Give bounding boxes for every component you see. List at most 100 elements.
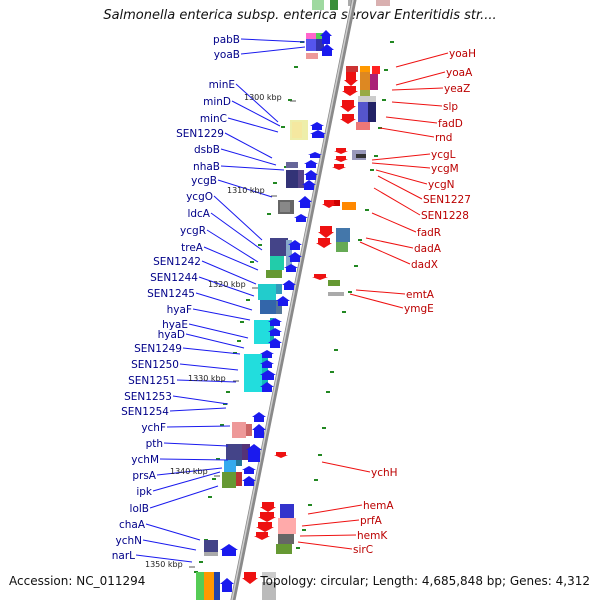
feature-block bbox=[358, 96, 376, 102]
gene-label-left: chaA bbox=[119, 519, 146, 531]
blue-gene-arrow bbox=[288, 252, 302, 262]
leader-line-right bbox=[321, 461, 371, 473]
feature-block bbox=[370, 74, 378, 90]
feature-block bbox=[258, 284, 276, 300]
gene-label-left: dsbB bbox=[194, 144, 220, 156]
feature-block bbox=[328, 280, 340, 286]
blue-gene-arrow bbox=[260, 360, 274, 368]
feature-block bbox=[360, 66, 370, 72]
red-gene-arrow bbox=[344, 72, 358, 86]
feature-block bbox=[298, 170, 304, 188]
feature-block bbox=[336, 242, 348, 252]
gene-label-left: SEN1229 bbox=[176, 128, 224, 140]
blue-gene-arrow bbox=[284, 264, 298, 272]
scale-labels: 1300 kbp 1310 kbp 1320 kbp 1330 kbp 1340 kbp… bbox=[145, 93, 296, 569]
feature-block bbox=[214, 572, 220, 600]
backbone-highlight bbox=[231, 0, 354, 600]
gene-label-right: fadD bbox=[438, 118, 463, 130]
red-gene-arrow bbox=[340, 100, 356, 112]
gene-label-right: yoaH bbox=[449, 48, 476, 60]
feature-block bbox=[372, 66, 380, 74]
gene-label-right: ymgE bbox=[404, 303, 434, 315]
feature-block bbox=[242, 444, 250, 460]
leader-line-left bbox=[182, 347, 241, 355]
gene-label-left: ycgR bbox=[180, 225, 206, 237]
gene-label-left: yoaB bbox=[214, 49, 240, 61]
leader-line-left bbox=[195, 292, 253, 311]
gene-label-left: pth bbox=[146, 438, 163, 450]
blue-gene-arrow bbox=[304, 170, 318, 180]
feature-block bbox=[246, 424, 252, 436]
gene-label-right: ycgM bbox=[431, 163, 459, 175]
leader-line-right bbox=[297, 541, 353, 550]
leader-line-right bbox=[365, 237, 414, 249]
blue-gene-arrow bbox=[260, 370, 276, 380]
leader-line-right bbox=[299, 534, 357, 537]
gene-label-right: ychH bbox=[371, 467, 398, 479]
feature-block bbox=[276, 300, 282, 314]
leader-line-left bbox=[198, 276, 255, 297]
leader-line-left bbox=[201, 260, 257, 285]
leader-line-left bbox=[210, 212, 263, 251]
gene-label-right: dadA bbox=[414, 243, 442, 255]
feature-block bbox=[266, 270, 282, 278]
leader-line-left bbox=[213, 195, 263, 241]
gene-label-left: lolB bbox=[130, 503, 149, 515]
blue-gene-arrow bbox=[260, 350, 274, 358]
leader-line-left bbox=[240, 46, 306, 55]
blue-gene-arrow bbox=[252, 424, 266, 438]
feature-block bbox=[204, 540, 218, 552]
gene-label-right: yoaA bbox=[446, 67, 473, 79]
leader-line-right bbox=[371, 162, 431, 169]
red-gene-arrow bbox=[274, 452, 288, 458]
leader-line-left bbox=[149, 485, 219, 509]
gene-label-left: ychM bbox=[131, 454, 159, 466]
feature-block bbox=[328, 292, 344, 296]
leader-line-right bbox=[375, 169, 428, 185]
leader-line-left bbox=[135, 554, 193, 563]
leader-line-left bbox=[152, 471, 221, 492]
blue-gene-arrow bbox=[298, 196, 312, 208]
scale-label: 1350 kbp bbox=[145, 560, 183, 569]
red-gene-arrow bbox=[332, 164, 346, 170]
leader-line-left bbox=[176, 379, 237, 383]
gene-label-left: hyaF bbox=[167, 304, 192, 316]
red-gene-arrow bbox=[254, 532, 270, 540]
blue-gene-arrow bbox=[310, 122, 324, 130]
feature-block bbox=[278, 534, 294, 544]
feature-block bbox=[226, 444, 242, 460]
backbone-line bbox=[230, 0, 357, 600]
red-gene-arrow bbox=[256, 522, 274, 532]
leader-line-right bbox=[385, 116, 438, 124]
leader-line-right bbox=[377, 175, 423, 200]
feature-block bbox=[316, 39, 324, 51]
gene-label-left: treA bbox=[181, 242, 204, 254]
topology-label: Topology: circular; Length: 4,685,848 bp… bbox=[260, 574, 590, 588]
accession-label: Accession: NC_011294 bbox=[9, 574, 146, 588]
leader-line-right bbox=[371, 212, 417, 233]
red-gene-arrow bbox=[322, 200, 336, 208]
leader-line-left bbox=[169, 407, 227, 412]
blue-gene-arrow bbox=[242, 476, 256, 486]
gene-label-left: minC bbox=[200, 113, 227, 125]
feature-block bbox=[262, 572, 276, 578]
gene-label-right: SEN1228 bbox=[421, 210, 469, 222]
backbone bbox=[230, 0, 357, 600]
feature-block bbox=[330, 0, 338, 10]
gene-label-left: ycgO bbox=[186, 191, 213, 203]
gene-label-left: SEN1253 bbox=[124, 391, 172, 403]
leader-line-left bbox=[188, 323, 249, 339]
leader-line-left bbox=[203, 246, 259, 271]
blue-gene-arrow bbox=[260, 382, 274, 392]
leader-line-left bbox=[206, 229, 259, 263]
gene-label-left: minD bbox=[203, 96, 231, 108]
gene-label-right: prfA bbox=[360, 515, 383, 527]
red-gene-arrow bbox=[260, 502, 276, 512]
leader-line-right bbox=[391, 101, 443, 107]
scale-label: 1310 kbp bbox=[227, 186, 265, 195]
feature-block bbox=[262, 582, 276, 600]
blue-gene-arrow bbox=[302, 180, 316, 190]
gene-label-left: ychF bbox=[141, 422, 166, 434]
feature-block bbox=[286, 162, 298, 168]
